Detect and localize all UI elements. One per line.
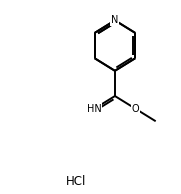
- Text: N: N: [111, 15, 119, 25]
- Text: O: O: [132, 104, 139, 114]
- Text: HN: HN: [87, 104, 102, 114]
- Text: HCl: HCl: [66, 175, 86, 188]
